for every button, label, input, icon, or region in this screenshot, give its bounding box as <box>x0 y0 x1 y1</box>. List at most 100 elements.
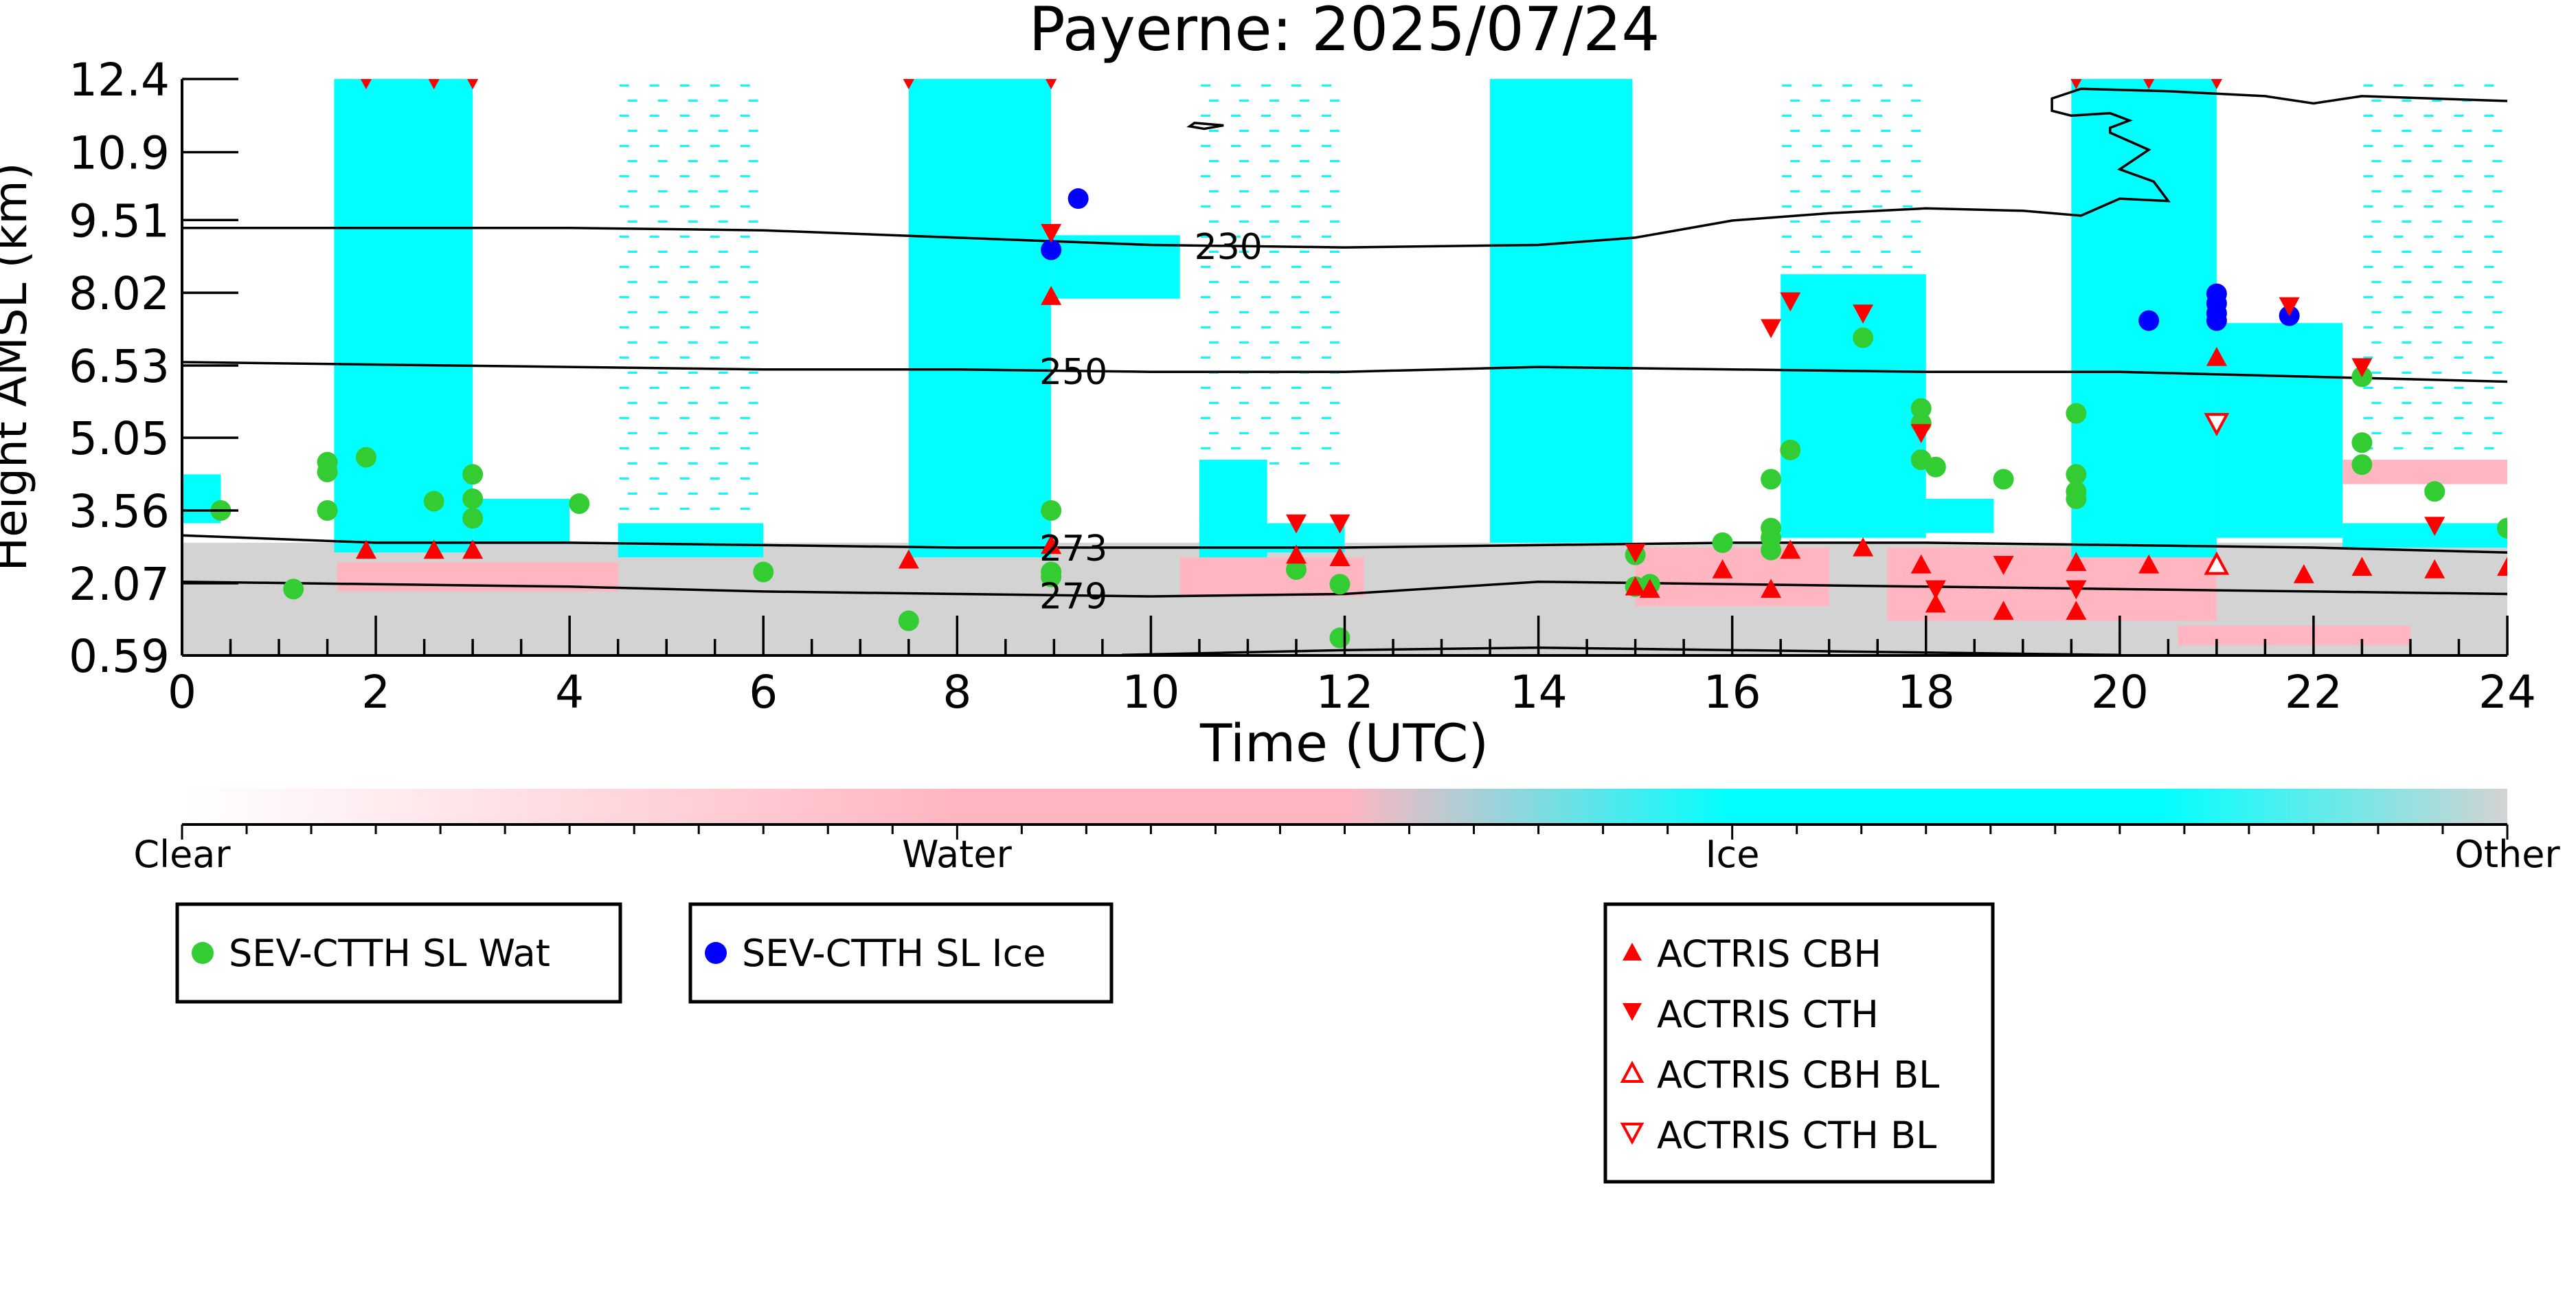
ice-dash <box>1291 357 1301 359</box>
ice-dash <box>2432 402 2442 404</box>
ice-dash <box>2424 387 2434 389</box>
data-point <box>2351 358 2373 378</box>
ice-dash <box>2393 175 2404 177</box>
ice-dash <box>627 130 637 132</box>
ice-dash <box>627 341 637 344</box>
ice-dash <box>1782 236 1792 238</box>
ice-dash <box>1329 402 1340 404</box>
ice-dash <box>1321 387 1331 389</box>
ice-dash <box>627 402 637 404</box>
ice-dash <box>1842 175 1853 177</box>
data-point <box>360 79 372 89</box>
ice-dash <box>2363 145 2373 147</box>
ice-dash <box>1291 175 1301 177</box>
ice-dash <box>688 100 698 102</box>
ice-dash <box>1239 311 1249 313</box>
ice-column <box>1490 79 1633 543</box>
data-point <box>1925 580 1946 600</box>
legend-marker-sev-ice <box>705 942 727 964</box>
data-point <box>2424 517 2445 537</box>
ice-dash <box>710 357 720 359</box>
ice-dash <box>1881 190 1891 192</box>
ice-dash <box>1291 236 1301 238</box>
data-point <box>903 79 914 89</box>
ice-dash <box>1329 281 1340 283</box>
ice-dash <box>619 508 629 510</box>
data-point <box>1853 304 1874 324</box>
contour-label: 250 <box>1039 352 1107 393</box>
ice-dash <box>1321 175 1331 177</box>
ice-dash <box>718 100 728 102</box>
ice-dash <box>1269 130 1279 132</box>
data-point <box>462 508 484 529</box>
ice-dash <box>657 493 668 495</box>
ice-dash <box>1782 115 1792 117</box>
data-point <box>2497 517 2507 539</box>
ice-dash <box>1329 160 1340 162</box>
legend-box-ice: SEV-CTTH SL Ice <box>688 902 1114 1004</box>
x-tick-label: 22 <box>2285 666 2342 719</box>
ice-dash <box>2424 357 2434 359</box>
ice-dash <box>1208 462 1219 464</box>
ice-dash <box>1782 205 1792 207</box>
ice-dash <box>2363 115 2373 117</box>
ice-dash <box>1200 266 1210 268</box>
data-point <box>423 539 444 559</box>
x-tick-label: 2 <box>361 666 390 719</box>
ice-dash <box>2462 311 2472 313</box>
ice-dash <box>2424 85 2434 87</box>
data-point <box>1046 79 1057 89</box>
ice-dash <box>657 432 668 434</box>
ice-dash <box>2371 341 2382 344</box>
ice-region <box>2342 523 2507 548</box>
data-point <box>2497 557 2507 576</box>
ice-dash <box>1261 266 1271 268</box>
series-actris-cth-bl <box>2204 413 2230 437</box>
ice-dash <box>740 85 750 87</box>
ice-dash <box>1851 100 1861 102</box>
data-point <box>1041 224 1062 243</box>
ice-dash <box>619 478 629 480</box>
ice-dash <box>1820 190 1831 192</box>
ice-dash <box>740 387 750 389</box>
ice-dash <box>2393 205 2404 207</box>
ice-dash <box>1291 447 1301 449</box>
plot-area <box>182 79 2507 655</box>
ice-dash <box>2492 221 2502 223</box>
data-point <box>1993 556 2014 575</box>
data-point <box>1761 469 1782 490</box>
ice-dash <box>2363 357 2373 359</box>
ice-dash <box>748 130 758 132</box>
ice-dash <box>2492 372 2502 374</box>
ice-dash <box>718 341 728 344</box>
ice-dash <box>2371 311 2382 313</box>
data-point <box>2206 310 2227 331</box>
ice-dash <box>740 447 750 449</box>
ice-dash <box>679 85 690 87</box>
ice-dash <box>2462 160 2472 162</box>
ice-dash <box>740 145 750 147</box>
ice-dash <box>679 115 690 117</box>
ice-dash <box>1291 145 1301 147</box>
ice-dash <box>1911 190 1921 192</box>
ice-dash <box>1873 85 1883 87</box>
ice-dash <box>2371 251 2382 253</box>
legend-label-sev-wat: SEV-CTTH SL Wat <box>229 932 550 975</box>
ice-dash <box>1200 236 1210 238</box>
contour-label: 279 <box>1039 576 1107 618</box>
ice-dash <box>1842 266 1853 268</box>
ice-dash <box>627 432 637 434</box>
ice-dash <box>2484 236 2494 238</box>
ice-dash <box>2424 236 2434 238</box>
ice-dash <box>2393 296 2404 298</box>
ice-dash <box>1329 190 1340 192</box>
ice-dash <box>1820 130 1831 132</box>
ice-dash <box>1230 115 1241 117</box>
ice-dash <box>1903 115 1913 117</box>
ice-dash <box>657 402 668 404</box>
ice-dash <box>2454 85 2464 87</box>
data-point <box>1780 539 1801 559</box>
ice-dash <box>1299 190 1309 192</box>
data-point <box>1780 439 1801 460</box>
ice-dash <box>1208 130 1219 132</box>
